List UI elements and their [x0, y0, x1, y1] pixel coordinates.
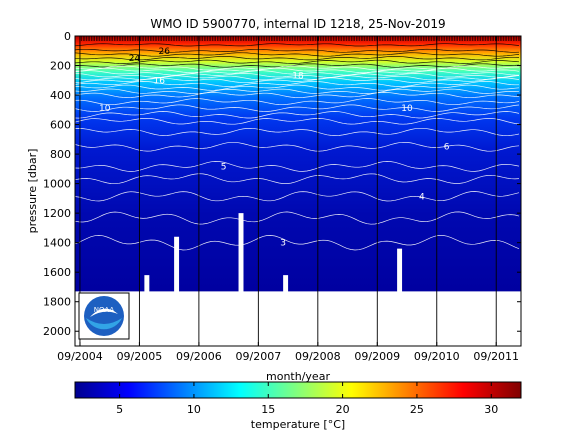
x-axis: 09/2004 09/2005 09/2006 09/2007 09/2008 09/20… — [57, 36, 519, 363]
x-tick-label: 09/2007 — [236, 350, 282, 363]
isotherm-line — [75, 52, 520, 57]
contour-label: 4 — [419, 192, 425, 202]
colorbar-tick-label: 15 — [261, 403, 275, 416]
y-tick-label: 400 — [50, 89, 71, 102]
isotherm-line — [75, 84, 520, 91]
y-tick-label: 800 — [50, 148, 71, 161]
isotherm-line — [75, 127, 520, 137]
colorbar-tick-label: 10 — [187, 403, 201, 416]
contour-label: 26 — [158, 47, 170, 57]
isotherm-line — [75, 77, 520, 84]
x-tick-label: 09/2011 — [473, 350, 519, 363]
profile-tick-marks — [79, 36, 521, 41]
y-tick-label: 200 — [50, 60, 71, 73]
profile-markers — [79, 36, 497, 346]
contour-label: 16 — [154, 76, 166, 86]
isotherm-line — [75, 43, 520, 47]
isotherm-line — [75, 88, 520, 95]
logo-bird-icon — [90, 308, 118, 317]
y-tick-label: 1200 — [43, 207, 71, 220]
contour-label: 10 — [401, 104, 413, 114]
plot-area: 26 24 18 16 10 5 3 6 4 10 — [75, 36, 521, 346]
y-tick-label: 600 — [50, 119, 71, 132]
isotherm-line — [75, 211, 520, 225]
y-tick-label: 1400 — [43, 237, 71, 250]
contour-label: 10 — [99, 104, 111, 114]
logo-sky — [84, 296, 124, 336]
contour-label: 5 — [221, 162, 227, 172]
isotherm-line — [75, 161, 520, 172]
isotherm-line — [75, 235, 520, 251]
contour-label: 18 — [292, 71, 304, 81]
isotherm-line — [75, 72, 520, 78]
contour-label: 3 — [280, 239, 286, 249]
y-axis-label: pressure [dbar] — [26, 149, 39, 234]
isotherm-line — [75, 111, 520, 119]
isotherm-line — [75, 98, 520, 106]
isotherm-line — [75, 104, 520, 112]
isotherm-line — [75, 67, 520, 74]
isotherm-line — [75, 55, 520, 61]
isotherm-line — [75, 48, 520, 53]
contour-label: 24 — [129, 54, 141, 64]
chart-title: WMO ID 5900770, internal ID 1218, 25-Nov… — [150, 17, 445, 31]
x-tick-label: 09/2009 — [354, 350, 400, 363]
colorbar-tick-label: 20 — [336, 403, 350, 416]
x-tick-label: 09/2010 — [414, 350, 460, 363]
isotherm-line — [75, 81, 519, 87]
isotherm-line — [75, 70, 520, 76]
colorbar-label: temperature [°C] — [251, 418, 345, 431]
isotherm-contours — [75, 43, 520, 251]
y-axis: 0 200 400 600 800 1000 1200 1400 1600 1800 2000 — [43, 30, 521, 338]
colorbar — [74, 381, 522, 399]
isotherm-line — [75, 63, 520, 68]
colorbar-tick-label: 30 — [484, 403, 498, 416]
contour-label: 6 — [444, 143, 450, 153]
colorbar-tick-label: 5 — [116, 403, 123, 416]
colorbar-tick-label: 25 — [410, 403, 424, 416]
isotherm-line — [75, 191, 520, 202]
noaa-logo: NOAA — [78, 292, 130, 340]
y-tick-label: 2000 — [43, 325, 71, 338]
x-tick-label: 09/2006 — [176, 350, 222, 363]
isotherm-line — [75, 141, 520, 152]
isotherm-line — [75, 92, 520, 99]
y-tick-label: 0 — [64, 30, 71, 43]
x-tick-label: 09/2008 — [295, 350, 341, 363]
x-tick-label: 09/2005 — [117, 350, 163, 363]
plot-frame — [74, 35, 522, 347]
isotherm-line — [75, 117, 520, 125]
logo-text: NOAA — [94, 306, 115, 314]
colorbar-ticks: 5 10 15 20 25 30 — [116, 382, 498, 416]
y-tick-label: 1800 — [43, 296, 71, 309]
contour-labels: 26 24 18 16 10 5 3 6 4 10 — [99, 47, 450, 249]
logo-sea — [86, 318, 122, 330]
isotherm-line — [75, 59, 520, 64]
x-tick-label: 09/2004 — [57, 350, 103, 363]
isotherm-line — [75, 173, 520, 185]
y-tick-label: 1600 — [43, 266, 71, 279]
y-tick-label: 1000 — [43, 178, 71, 191]
x-axis-label: month/year — [266, 370, 330, 383]
